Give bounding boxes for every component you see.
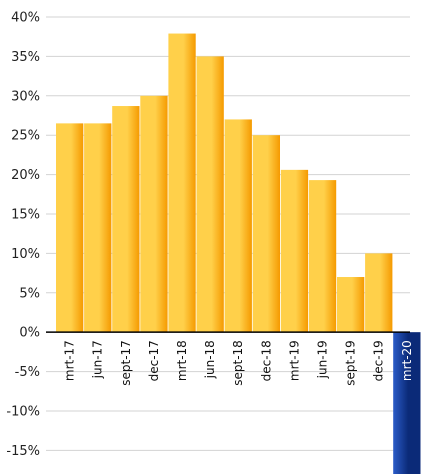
bar-jun-19 xyxy=(308,180,337,333)
bar-dec-19 xyxy=(365,253,393,333)
x-tick-label: dec-18 xyxy=(259,340,273,381)
x-tick-label: mrt-17 xyxy=(63,340,77,381)
y-tick-label: 5% xyxy=(19,286,40,301)
x-tick-label: sept-19 xyxy=(344,340,358,386)
y-tick-label: 25% xyxy=(11,129,40,144)
bar-mrt-17 xyxy=(56,123,84,333)
bar-sept-19 xyxy=(337,277,365,333)
bar-sept-17 xyxy=(112,106,140,333)
y-tick-label: -15% xyxy=(6,444,40,459)
x-tick-label: sept-17 xyxy=(119,340,133,386)
y-tick-label: 20% xyxy=(11,168,40,183)
x-axis-tick-labels: mrt-17 jun-17 sept-17 dec-17 mrt-18 jun-18 sep… xyxy=(63,340,414,386)
x-tick-label: mrt-20 xyxy=(400,340,414,381)
x-tick-label: mrt-19 xyxy=(287,340,301,381)
y-tick-label: 10% xyxy=(11,247,40,262)
bars xyxy=(56,33,421,474)
bar-jun-18 xyxy=(196,56,224,333)
y-tick-label: 35% xyxy=(11,50,40,65)
y-tick-label: -5% xyxy=(15,365,40,380)
y-axis-tick-labels: 40% 35% 30% 25% 20% 15% 10% 5% 0% -5% -10% -15% xyxy=(6,11,40,459)
x-tick-label: jun-18 xyxy=(203,340,217,379)
y-tick-label: 15% xyxy=(11,207,40,222)
bar-jun-17 xyxy=(84,123,112,333)
y-tick-label: 0% xyxy=(19,326,40,341)
x-tick-label: dec-17 xyxy=(147,340,161,381)
bar-mrt-19 xyxy=(280,169,309,333)
bar-sept-18 xyxy=(224,119,252,333)
bar-mrt-18 xyxy=(168,33,196,333)
x-tick-label: mrt-18 xyxy=(175,340,189,381)
y-tick-label: 40% xyxy=(11,11,40,26)
bar-dec-17 xyxy=(140,95,168,333)
x-tick-label: dec-19 xyxy=(372,340,386,381)
x-tick-label: jun-17 xyxy=(91,340,105,379)
bar-mrt-20 xyxy=(393,332,421,474)
x-tick-label: jun-19 xyxy=(316,340,330,379)
y-tick-label: -10% xyxy=(6,404,40,419)
bar-dec-18 xyxy=(252,135,280,333)
y-tick-label: 30% xyxy=(11,89,40,104)
x-tick-label: sept-18 xyxy=(231,340,245,386)
